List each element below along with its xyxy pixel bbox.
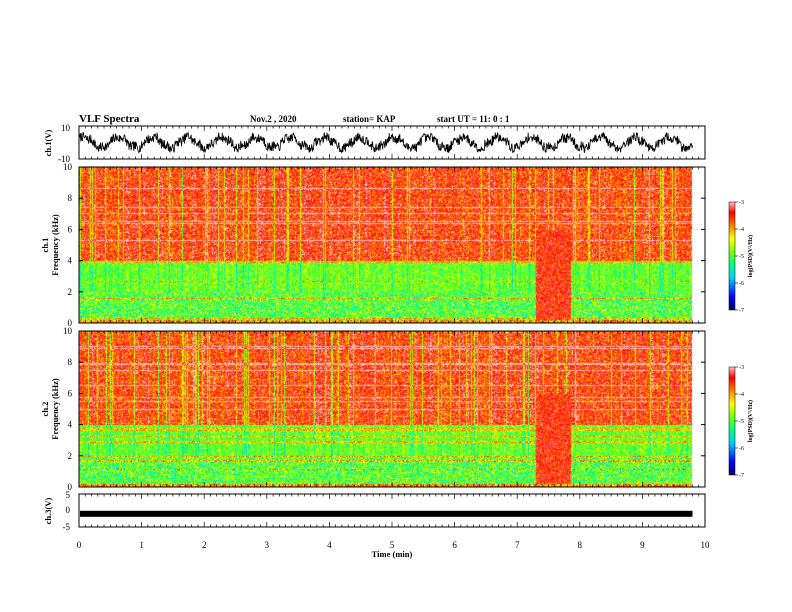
x-tick-label: 6	[452, 540, 457, 550]
x-tick-label: 10	[701, 540, 711, 550]
spec1-ytick-label: 6	[68, 224, 73, 234]
x-tick-label: 4	[327, 540, 332, 550]
spec2-ytick-label: 10	[63, 326, 73, 336]
ch2-spectrogram-panel: 0 2 4 6 8 10 ch.2 Frequency (kHz)	[40, 326, 706, 492]
x-tick-label: 0	[77, 540, 82, 550]
ch3-waveform-band	[80, 510, 693, 517]
colorbar-2-label: log(PSD)(V²/Hz)	[747, 400, 754, 442]
colorbar-tick-label: -5	[739, 419, 744, 425]
ch1-ytick-top: 10	[61, 123, 71, 133]
spec2-ylabel-frequency: Frequency (kHz)	[50, 378, 60, 440]
spec1-ytick-label: 8	[68, 193, 73, 203]
colorbar-2: -3 -4 -5 -6 -7 log(PSD)(V²/Hz)	[728, 365, 754, 479]
colorbar-tick-label: -7	[739, 473, 744, 479]
colorbar-tick-label: -4	[739, 392, 744, 398]
spec1-ytick-label: 10	[63, 162, 73, 172]
date-label: Nov.2 , 2020	[250, 114, 297, 124]
ch1-spectrogram-image	[79, 167, 705, 323]
colorbar-tick-label: -3	[739, 365, 744, 371]
ch1-ylabel: ch.1(V)	[43, 129, 53, 156]
colorbar-tick-label: -6	[739, 281, 744, 287]
x-tick-label: 7	[515, 540, 520, 550]
spec1-ytick-label: 0	[68, 318, 73, 328]
x-tick-label: 8	[578, 540, 583, 550]
spec2-ylabel-channel: ch.2	[40, 402, 50, 417]
ch3-ylabel: ch.3(V)	[43, 497, 53, 524]
x-tick-label: 1	[139, 540, 144, 550]
spec1-ylabel-frequency: Frequency (kHz)	[50, 214, 60, 276]
start-ut-label: start UT = 11: 0 : 1	[437, 114, 510, 124]
spec2-ytick-label: 4	[68, 420, 73, 430]
ch2-spectrogram-image	[79, 331, 705, 487]
x-tick-label: 3	[265, 540, 270, 550]
ch1-waveform-panel: 10 -10 ch.1(V)	[43, 123, 706, 164]
colorbar-tick-label: -5	[739, 254, 744, 260]
ch3-ytick-bottom: -5	[63, 522, 71, 532]
x-tick-label: 2	[202, 540, 207, 550]
spec1-ytick-label: 2	[68, 287, 73, 297]
colorbar-tick-label: -4	[739, 227, 744, 233]
station-label: station= KAP	[343, 114, 396, 124]
figure-title: VLF Spectra	[79, 113, 140, 125]
x-tick-label: 9	[640, 540, 645, 550]
spec2-ytick-label: 8	[68, 357, 73, 367]
colorbar-1: -3 -4 -5 -6 -7 log(PSD)(V²/Hz)	[728, 200, 754, 314]
ch3-ytick-mid: 0	[66, 505, 71, 515]
spec1-ylabel-channel: ch.1	[40, 238, 50, 253]
ch1-spectrogram-panel: 0 2 4 6 8 10 ch.1 Frequency (kHz)	[40, 162, 706, 328]
spec2-ytick-label: 6	[68, 388, 73, 398]
spec1-ytick-label: 4	[68, 256, 73, 266]
colorbar-tick-label: -3	[739, 200, 744, 206]
colorbar-tick-label: -6	[739, 446, 744, 452]
ch1-waveform-line	[78, 131, 693, 154]
ch3-waveform-panel: 5 0 -5 ch.3(V)	[43, 490, 706, 532]
ch3-ytick-top: 5	[66, 490, 71, 500]
x-axis-label: Time (min)	[372, 549, 413, 559]
x-tick-label: 5	[390, 540, 395, 550]
colorbar-1-label: log(PSD)(V²/Hz)	[747, 235, 754, 277]
ch1-ytick-bottom: -10	[58, 154, 70, 164]
spec2-ytick-label: 0	[68, 482, 73, 492]
x-axis: 0 1 2 3 4 5 6 7 8 9 10	[77, 126, 710, 550]
colorbar-tick-label: -7	[739, 308, 744, 314]
spec2-ytick-label: 2	[68, 451, 73, 461]
